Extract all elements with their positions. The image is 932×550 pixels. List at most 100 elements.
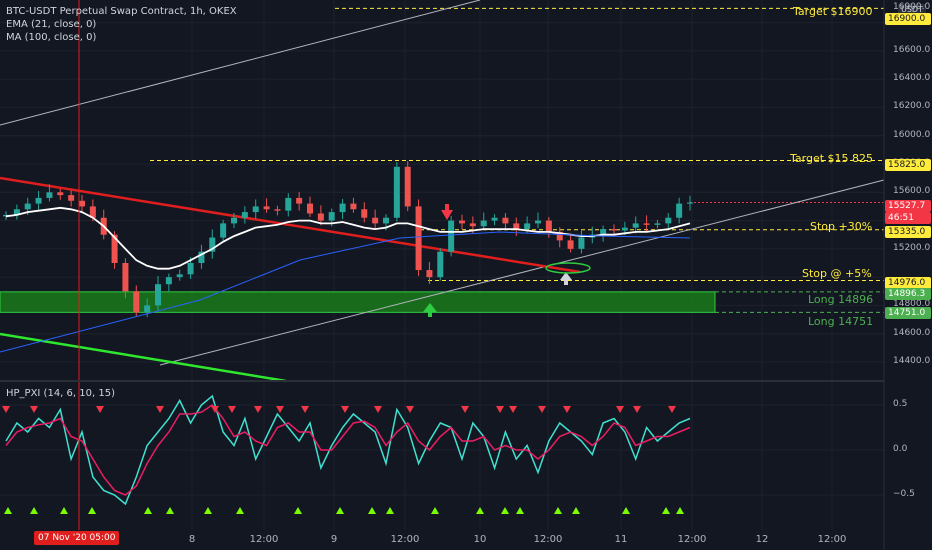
- price-tick-label: 16900.0: [893, 2, 931, 13]
- green-trendline: [0, 332, 287, 383]
- buy-arrow-white-icon: [564, 280, 568, 285]
- buy-signal-icon: [4, 507, 12, 514]
- candle-body: [317, 213, 324, 221]
- buy-signal-icon: [501, 507, 509, 514]
- candle-body: [24, 203, 31, 210]
- bar-countdown-badge: 46:51: [885, 212, 931, 224]
- sell-signal-icon: [341, 406, 349, 413]
- time-tick-label: 12:00: [677, 534, 707, 545]
- candle-body: [361, 209, 368, 218]
- buy-signal-icon: [336, 507, 344, 514]
- candle-body: [187, 263, 194, 275]
- candle-body: [437, 251, 444, 278]
- price-pane[interactable]: [0, 0, 885, 383]
- stop-5-price-badge: 14976.0: [885, 277, 931, 289]
- candle-body: [567, 240, 574, 249]
- oscillator-pane[interactable]: [2, 394, 691, 514]
- candle-body: [111, 234, 118, 263]
- long-14896-price-badge: 14896.3: [885, 288, 931, 300]
- time-axis[interactable]: 8 12:00 9 12:00 10 12:00 11 12:00 12 12:00: [0, 530, 884, 550]
- candle-body: [176, 274, 183, 278]
- candle-body: [13, 209, 20, 215]
- sell-arrow-icon: [441, 210, 453, 220]
- candle-body: [133, 291, 140, 313]
- buy-signal-icon: [294, 507, 302, 514]
- buy-signal-icon: [88, 507, 96, 514]
- candle-body: [654, 223, 661, 225]
- candle-body: [448, 220, 455, 252]
- candle-body: [480, 220, 487, 227]
- candle-body: [676, 203, 683, 218]
- sell-signal-icon: [301, 406, 309, 413]
- candle-body: [621, 227, 628, 231]
- sell-signal-icon: [211, 406, 219, 413]
- candle-body: [687, 202, 693, 204]
- sell-signal-icon: [254, 406, 262, 413]
- buy-signal-icon: [676, 507, 684, 514]
- time-tick-label: 10: [473, 534, 487, 545]
- buy-signal-icon: [30, 507, 38, 514]
- buy-arrow-green-icon: [423, 303, 437, 312]
- price-tick-label: 15600.0: [893, 186, 931, 197]
- buy-signal-icon: [166, 507, 174, 514]
- price-tick-label: 16400.0: [893, 73, 931, 84]
- buy-signal-icon: [60, 507, 68, 514]
- ema-legend[interactable]: EMA (21, close, 0): [6, 19, 97, 30]
- price-tick-label: 16600.0: [893, 44, 931, 55]
- candle-body: [35, 197, 42, 204]
- sell-signal-icon: [616, 406, 624, 413]
- candle-body: [89, 206, 96, 218]
- sell-signal-icon: [276, 406, 284, 413]
- candle-body: [393, 166, 400, 218]
- last-price-badge: 15527.7: [885, 200, 931, 212]
- candle-body: [404, 166, 411, 207]
- buy-signal-icon: [386, 507, 394, 514]
- candle-body: [165, 277, 172, 285]
- candle-body: [220, 223, 227, 238]
- long-14751-label: Long 14751: [808, 315, 874, 328]
- long-zone-rect: [0, 291, 716, 313]
- quote-currency-badge[interactable]: USDT: [898, 4, 926, 15]
- candle-body: [611, 229, 617, 231]
- candle-body: [144, 305, 151, 313]
- time-tick-label: 9: [330, 534, 338, 545]
- ma100-line: [0, 231, 691, 353]
- price-tick-label: 16000.0: [893, 129, 931, 140]
- candle-body: [459, 220, 465, 224]
- osc-tick-label: −0.5: [893, 489, 915, 499]
- osc-tick-label: 0.0: [893, 444, 908, 454]
- buy-signal-icon: [368, 507, 376, 514]
- ema21-line: [5, 206, 691, 270]
- sell-signal-icon: [228, 406, 236, 413]
- buy-arrow-white-icon: [560, 272, 572, 280]
- candle-body: [415, 206, 422, 271]
- time-tick-label: 12:00: [533, 534, 563, 545]
- sell-signal-icon: [509, 406, 517, 413]
- buy-signal-icon: [431, 507, 439, 514]
- target-16900-label: Target $16900: [793, 5, 873, 18]
- long-14896-label: Long 14896: [808, 293, 874, 306]
- candle-body: [469, 223, 476, 227]
- candle-body: [600, 229, 607, 235]
- sell-signal-icon: [563, 406, 571, 413]
- highlight-ellipse: [545, 262, 591, 274]
- candle-body: [524, 223, 531, 230]
- candle-body: [535, 220, 541, 224]
- candle-body: [383, 217, 389, 224]
- price-tick-label: 14800.0: [893, 299, 931, 310]
- candle-body: [350, 203, 357, 210]
- buy-signal-icon: [622, 507, 630, 514]
- candle-body: [545, 220, 552, 232]
- oscillator-legend[interactable]: HP_PXI (14, 6, 10, 15): [6, 388, 115, 399]
- candle-body: [198, 251, 205, 263]
- sell-signal-icon: [374, 406, 382, 413]
- ma-legend[interactable]: MA (100, close, 0): [6, 32, 97, 43]
- buy-arrow-green-icon: [428, 312, 432, 317]
- buy-signal-icon: [204, 507, 212, 514]
- stop-30-label: Stop +30%: [810, 220, 873, 233]
- candle-body: [426, 270, 433, 278]
- oscillator-signal-line: [5, 403, 691, 496]
- sell-signal-icon: [496, 406, 504, 413]
- sell-signal-icon: [2, 406, 10, 413]
